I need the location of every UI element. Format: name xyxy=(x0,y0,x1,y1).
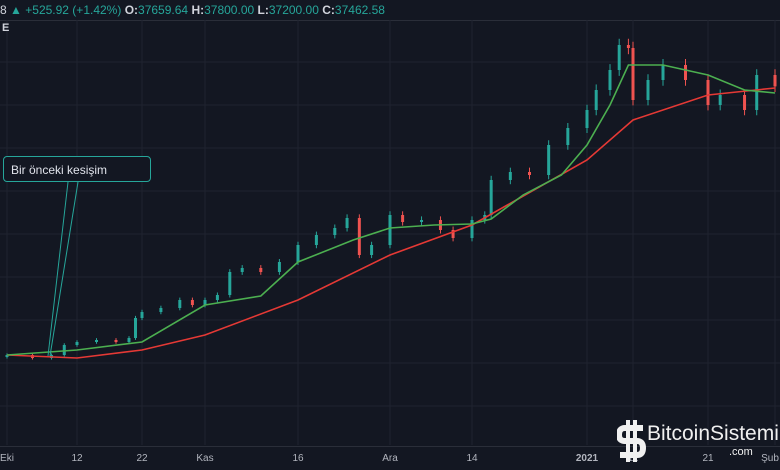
indicator-label: E xyxy=(2,22,10,34)
symbol-price-fragment: 8 xyxy=(0,3,7,17)
candle-body xyxy=(755,75,759,110)
ohlc-header: 8 ▲ +525.92 (+1.42%) O:37659.64 H:37800.… xyxy=(0,0,780,21)
low-value: 37200.00 xyxy=(268,3,319,17)
x-tick-label: 2021 xyxy=(575,453,599,464)
candle-body xyxy=(127,338,131,342)
candle-body xyxy=(528,172,531,175)
ma-fast-line xyxy=(6,64,776,356)
candle-body xyxy=(114,340,118,342)
x-tick-label: 22 xyxy=(136,453,148,464)
candle-body xyxy=(277,262,281,272)
candle-body xyxy=(370,245,374,255)
x-tick-label: Şub xyxy=(761,453,779,464)
candle-body xyxy=(314,235,318,245)
candle-body xyxy=(489,180,493,215)
candle-body xyxy=(684,65,687,80)
x-tick-label: Eki xyxy=(0,453,14,464)
candle-body xyxy=(451,230,455,238)
candle-body xyxy=(718,95,722,105)
candle-body xyxy=(470,220,474,238)
candle-body xyxy=(215,295,219,300)
candle-body xyxy=(62,345,66,355)
candle-body xyxy=(617,45,621,70)
candle-body xyxy=(420,220,424,222)
candle-body xyxy=(357,218,361,255)
candle-body xyxy=(631,48,635,100)
candle-body xyxy=(333,228,337,235)
candle-body xyxy=(296,245,300,262)
candle-body xyxy=(190,300,194,305)
candle-body xyxy=(259,268,263,272)
candle-body xyxy=(401,215,405,222)
x-tick-label: Kas xyxy=(196,453,214,464)
close-label: C: xyxy=(322,3,335,17)
annotation-callout[interactable]: Bir önceki kesişim xyxy=(3,156,151,182)
open-value: 37659.64 xyxy=(138,3,189,17)
logo-suffix: .com xyxy=(729,446,753,458)
price-change: +525.92 (+1.42%) xyxy=(25,3,122,17)
candle-body xyxy=(75,342,79,345)
candle-body xyxy=(626,45,630,48)
x-tick-label: Ara xyxy=(382,453,398,464)
bitcoinsistemi-logo: BitcoinSistemi .com xyxy=(617,418,780,466)
candle-body xyxy=(773,75,777,87)
price-plot[interactable] xyxy=(0,0,780,446)
x-tick-label: 12 xyxy=(71,453,83,464)
candle-body xyxy=(240,268,244,272)
candle-body xyxy=(178,300,182,308)
high-label: H: xyxy=(191,3,205,17)
bitcoin-logo-icon xyxy=(617,420,647,462)
candle-body xyxy=(345,218,349,228)
x-tick-label: 14 xyxy=(466,453,478,464)
candle-body xyxy=(661,65,665,80)
candle-body xyxy=(608,70,612,90)
candle-body xyxy=(388,215,392,245)
candle-body xyxy=(547,145,551,175)
candle-body xyxy=(706,80,710,105)
candle-body xyxy=(5,355,9,357)
candle-body xyxy=(203,300,207,305)
open-label: O: xyxy=(124,3,139,17)
candle-body xyxy=(228,272,232,295)
triangle-up-icon: ▲ xyxy=(10,3,22,17)
candle-body xyxy=(134,318,137,338)
candle-body xyxy=(585,110,589,128)
candle-body xyxy=(159,308,163,312)
ma-slow-line xyxy=(6,87,776,359)
high-value: 37800.00 xyxy=(204,3,255,17)
candle-body xyxy=(566,128,570,145)
low-label: L: xyxy=(257,3,269,17)
candle-body xyxy=(594,90,598,110)
candle-body xyxy=(95,340,98,342)
candle-body xyxy=(140,312,144,318)
x-tick-label: 16 xyxy=(292,453,304,464)
logo-text: BitcoinSistemi xyxy=(647,422,779,445)
x-tick-label: 21 xyxy=(702,453,714,464)
candle-body xyxy=(646,80,650,100)
annotation-pointer xyxy=(47,181,69,357)
annotation-pointer xyxy=(49,181,79,357)
close-value: 37462.58 xyxy=(334,3,385,17)
candle-body xyxy=(508,172,512,180)
candle-body xyxy=(743,95,747,110)
